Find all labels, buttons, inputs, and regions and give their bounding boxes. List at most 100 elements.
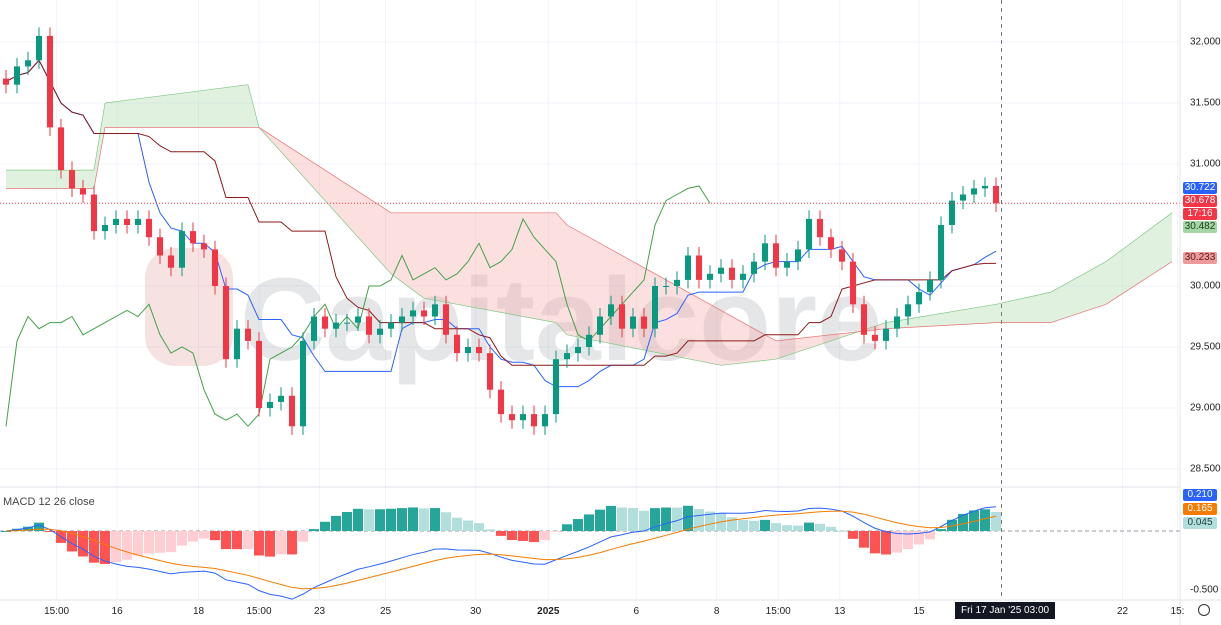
- macd-histogram-bar: [562, 524, 572, 531]
- macd-histogram-bar: [474, 523, 484, 531]
- candle-body: [905, 304, 911, 317]
- macd-histogram-bar: [760, 519, 770, 531]
- candle-body: [498, 389, 504, 415]
- macd-histogram-bar: [23, 526, 33, 531]
- macd-histogram-bar: [727, 517, 737, 531]
- macd-histogram-bar: [540, 531, 550, 541]
- candle-body: [289, 395, 295, 427]
- candle-body: [839, 249, 845, 262]
- candle-body: [311, 316, 317, 341]
- leading-span-a: [93, 102, 106, 171]
- time-axis-label: 23: [313, 606, 326, 617]
- macd-histogram-bar: [177, 531, 187, 546]
- macd-histogram-bar: [144, 531, 154, 554]
- candle-body: [971, 188, 977, 195]
- macd-histogram-bar: [881, 531, 891, 555]
- macd-histogram-bar: [166, 531, 176, 553]
- price-axis-label: 31.000: [1190, 158, 1221, 170]
- candle-body: [256, 340, 262, 408]
- candle-body: [465, 347, 471, 354]
- leading-span-a: [885, 303, 997, 323]
- candle-body: [14, 66, 20, 85]
- candle-body: [487, 353, 493, 390]
- leading-span-b: [566, 224, 722, 311]
- candle-body: [399, 316, 405, 323]
- macd-histogram-bar: [529, 531, 539, 543]
- candle-body: [960, 194, 966, 201]
- candle-body: [124, 218, 130, 225]
- candle-body: [278, 395, 284, 402]
- time-axis-label: 30: [470, 606, 482, 617]
- candle-body: [322, 316, 328, 329]
- candle-body: [146, 218, 152, 238]
- time-axis-label: 8: [713, 606, 720, 617]
- settings-icon[interactable]: [1198, 604, 1210, 616]
- macd-histogram-bar: [826, 526, 836, 531]
- time-axis-label: 15:00: [44, 606, 70, 617]
- candle-body: [696, 255, 702, 280]
- time-axis-label: 2025: [537, 606, 560, 617]
- macd-histogram-bar: [848, 531, 858, 539]
- macd-legend-title[interactable]: MACD 12 26 close: [3, 496, 95, 508]
- candle-body: [828, 237, 834, 250]
- candle-body: [432, 304, 438, 317]
- macd-histogram-bar: [210, 531, 220, 541]
- price-axis-label: 31.500: [1190, 97, 1221, 109]
- candle-body: [608, 304, 614, 317]
- macd-histogram-bar: [870, 531, 880, 554]
- macd-axis-label: -0.500: [1190, 584, 1219, 596]
- candles: [3, 27, 999, 435]
- macd-histogram-bar: [364, 509, 374, 531]
- candle-body: [80, 188, 86, 195]
- macd-histogram-bar: [441, 512, 451, 531]
- macd-histogram-bar: [914, 531, 924, 545]
- macd-histogram-bar: [419, 508, 429, 531]
- leading-span-a: [1105, 212, 1173, 262]
- time-axis-label: 15:: [1170, 606, 1185, 617]
- candle-body: [575, 347, 581, 354]
- leading-span-a: [775, 322, 887, 360]
- leading-span-a: [566, 334, 722, 366]
- kijun-line: [5, 59, 996, 366]
- candle-body: [267, 401, 273, 408]
- leading-span-b: [720, 310, 777, 342]
- macd-histogram-bar: [672, 507, 682, 531]
- macd-histogram-bar: [584, 514, 594, 531]
- macd-badge: 0.045: [1183, 517, 1217, 529]
- candle-body: [179, 231, 185, 268]
- candle-body: [135, 218, 141, 225]
- candle-body: [509, 414, 515, 421]
- macd-histogram-bar: [386, 508, 396, 531]
- candle-body: [25, 60, 31, 67]
- leading-span-b: [1050, 303, 1107, 323]
- macd-histogram-bar: [221, 531, 231, 550]
- candle-body: [355, 316, 361, 323]
- macd-histogram-bar: [199, 531, 209, 539]
- macd-histogram-bar: [683, 505, 693, 531]
- leading-span-b: [555, 212, 568, 226]
- macd-histogram-bar: [804, 522, 814, 531]
- cloud-segment: [105, 84, 248, 128]
- price-badge: 30.722: [1183, 182, 1217, 195]
- candle-body: [410, 310, 416, 317]
- candle-body: [652, 286, 658, 329]
- macd-histogram-bar: [606, 505, 616, 531]
- candle-body: [751, 261, 757, 274]
- cloud-segment: [1051, 261, 1106, 323]
- cloud-segment: [1106, 212, 1172, 305]
- candle-body: [476, 347, 482, 354]
- macd-histogram-bar: [188, 531, 198, 542]
- leading-span-b: [775, 328, 887, 342]
- candle-body: [366, 316, 372, 335]
- cloud-segment: [6, 170, 94, 189]
- time-axis-label: 18: [192, 606, 205, 617]
- leading-span-a: [390, 273, 425, 299]
- macd-histogram-bar: [628, 508, 638, 531]
- candle-body: [630, 316, 636, 329]
- macd-histogram-bar: [771, 523, 781, 531]
- candle-body: [223, 286, 229, 360]
- candle-body: [421, 310, 427, 317]
- candle-body: [784, 261, 790, 268]
- macd-histogram-bar: [507, 531, 517, 541]
